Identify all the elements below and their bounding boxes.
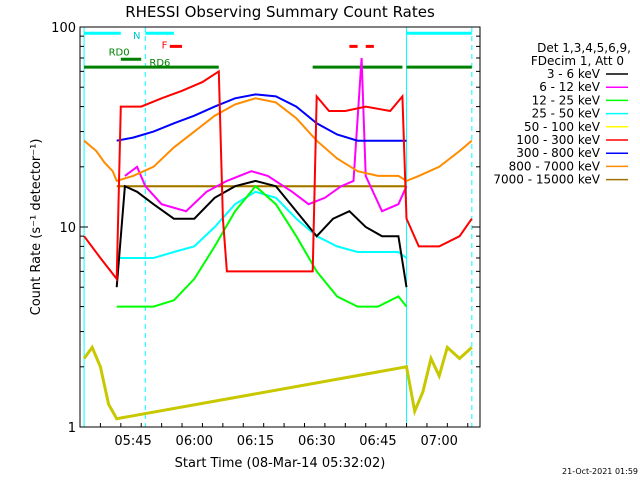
legend: Det 1,3,4,5,6,9, FDecim 1, Att 0 3 - 6 k… [493, 41, 631, 187]
chart-title: RHESSI Observing Summary Count Rates [125, 3, 435, 21]
series-line-1 [124, 57, 408, 213]
legend-header-line-1: Det 1,3,4,5,6,9, [537, 41, 631, 55]
x-tick-label: 06:30 [298, 434, 335, 449]
plot-area: N F RD0 RD6 [82, 27, 473, 427]
legend-entry-label: 12 - 25 keV [532, 93, 601, 107]
plot-frame [79, 26, 481, 428]
legend-entry-label: 3 - 6 keV [547, 67, 601, 81]
legend-entry-label: 300 - 800 keV [516, 146, 600, 160]
y-tick-label: 1 [68, 421, 76, 436]
annotation-rd6: RD6 [149, 58, 170, 69]
y-axis: 1 10 100 [51, 21, 480, 436]
x-tick-label: 06:00 [176, 434, 213, 449]
x-tick-label: 07:00 [420, 434, 457, 449]
legend-header-line-2: FDecim 1, Att 0 [531, 54, 624, 68]
series-line-7 [83, 97, 473, 183]
x-tick-label: 05:45 [114, 434, 151, 449]
x-axis: 05:45 06:00 06:15 06:30 06:45 07:00 [79, 423, 469, 449]
x-tick-label: 06:15 [237, 434, 274, 449]
x-tick-label: 06:45 [359, 434, 396, 449]
legend-entry-label: 25 - 50 keV [532, 107, 601, 121]
x-axis-label: Start Time (08-Mar-14 05:32:02) [175, 456, 386, 471]
annotation-f: F [162, 41, 168, 52]
series-line-2 [116, 184, 408, 308]
series-line-9 [82, 344, 473, 421]
series-line-0 [115, 179, 408, 288]
footer-timestamp: 21-Oct-2021 01:59 [562, 467, 638, 476]
legend-entry-label: 6 - 12 keV [539, 80, 601, 94]
y-tick-label: 10 [59, 221, 76, 236]
legend-entry-label: 7000 - 15000 keV [493, 173, 600, 187]
legend-entry-label: 100 - 300 keV [516, 133, 600, 147]
series-line-5 [83, 69, 473, 282]
annotation-rd0: RD0 [109, 48, 130, 59]
y-tick-label: 100 [51, 21, 76, 36]
legend-entry-label: 50 - 100 keV [524, 120, 601, 134]
annotation-n: N [133, 31, 140, 42]
y-axis-label: Count Rate (s⁻¹ detector⁻¹) [29, 139, 44, 316]
legend-entry-label: 800 - 7000 keV [509, 159, 601, 173]
series-line-6 [116, 93, 407, 142]
